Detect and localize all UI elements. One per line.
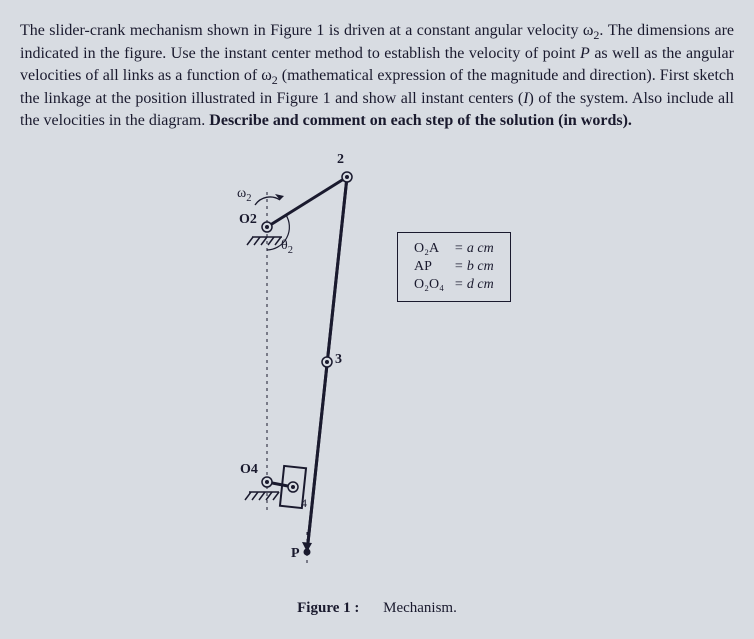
mechanism-diagram bbox=[177, 152, 577, 572]
text: The slider-crank mechanism shown in Figu… bbox=[20, 22, 593, 39]
dimension-box: O₂A= a cm AP= b cm O₂O₄= d cm bbox=[397, 232, 511, 302]
dim-value: = d cm bbox=[450, 277, 498, 293]
dim-symbol: AP bbox=[410, 259, 448, 275]
label-omega2: ω2 bbox=[237, 186, 251, 204]
figure-1: O2 2 ω2 θ2 3 O4 4 P O₂A= a cm AP= b cm O… bbox=[177, 152, 577, 592]
dim-value: = a cm bbox=[450, 241, 498, 257]
bold-instruction: Describe and comment on each step of the… bbox=[209, 112, 632, 129]
label-link4: 4 bbox=[301, 496, 307, 511]
point-p: P bbox=[580, 45, 590, 62]
dim-row: O₂A= a cm bbox=[410, 241, 498, 257]
dim-symbol: O₂A bbox=[410, 241, 448, 257]
dim-value: = b cm bbox=[450, 259, 498, 275]
label-link3: 3 bbox=[335, 352, 342, 368]
caption-label: Figure 1 : bbox=[297, 600, 359, 616]
dim-row: O₂O₄= d cm bbox=[410, 277, 498, 293]
figure-caption: Figure 1 : Mechanism. bbox=[20, 600, 734, 617]
label-p: P bbox=[291, 546, 300, 562]
dim-symbol: O₂O₄ bbox=[410, 277, 448, 293]
problem-statement: The slider-crank mechanism shown in Figu… bbox=[20, 20, 734, 132]
caption-text: Mechanism. bbox=[383, 600, 457, 616]
label-link2: 2 bbox=[337, 152, 344, 168]
label-theta2: θ2 bbox=[281, 238, 293, 256]
dim-row: AP= b cm bbox=[410, 259, 498, 275]
label-o4: O4 bbox=[240, 462, 258, 478]
label-o2: O2 bbox=[239, 212, 257, 228]
